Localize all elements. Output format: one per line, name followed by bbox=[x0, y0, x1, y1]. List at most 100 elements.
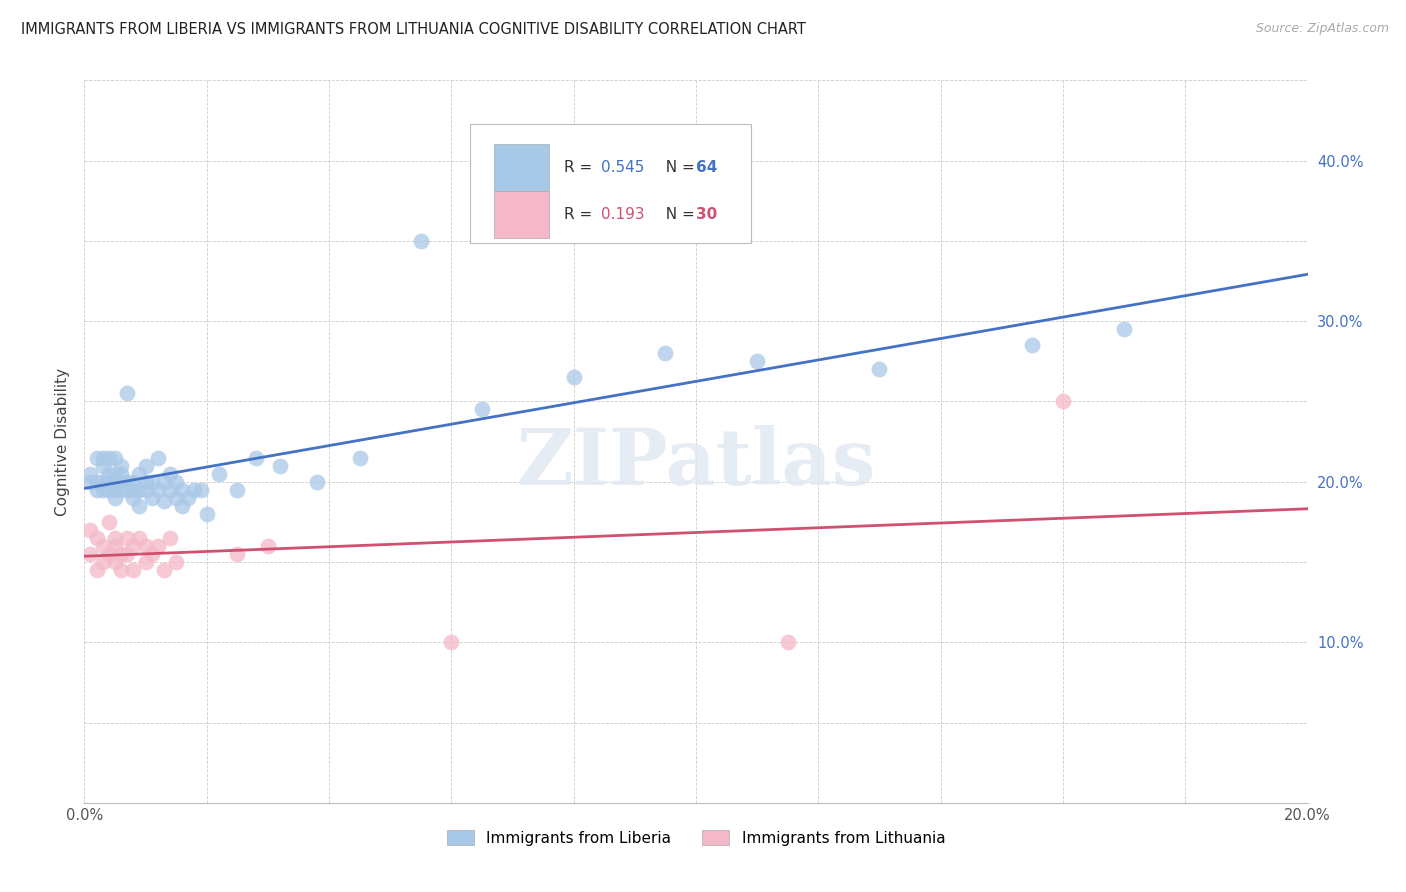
Point bbox=[141, 491, 163, 505]
Point bbox=[128, 531, 150, 545]
Text: 64: 64 bbox=[696, 160, 717, 175]
Point bbox=[165, 491, 187, 505]
Point bbox=[1052, 394, 1074, 409]
Point bbox=[153, 494, 176, 508]
Point bbox=[104, 555, 127, 569]
Point bbox=[122, 563, 145, 577]
FancyBboxPatch shape bbox=[494, 191, 550, 238]
Point bbox=[195, 507, 218, 521]
Point bbox=[86, 475, 108, 489]
Point bbox=[177, 491, 200, 505]
Point bbox=[122, 491, 145, 505]
Point bbox=[104, 491, 127, 505]
Point bbox=[86, 483, 108, 497]
Point bbox=[190, 483, 212, 497]
Text: R =: R = bbox=[564, 207, 602, 222]
Point bbox=[409, 234, 432, 248]
Point bbox=[440, 635, 463, 649]
Text: ZIPatlas: ZIPatlas bbox=[516, 425, 876, 501]
Y-axis label: Cognitive Disability: Cognitive Disability bbox=[55, 368, 70, 516]
Point bbox=[305, 475, 328, 489]
Point bbox=[97, 475, 120, 489]
Text: Source: ZipAtlas.com: Source: ZipAtlas.com bbox=[1256, 22, 1389, 36]
Point bbox=[91, 539, 114, 553]
Point bbox=[135, 555, 157, 569]
Point bbox=[97, 450, 120, 465]
Text: N =: N = bbox=[655, 160, 699, 175]
FancyBboxPatch shape bbox=[470, 124, 751, 243]
Point bbox=[79, 467, 101, 481]
Point bbox=[104, 450, 127, 465]
Point bbox=[146, 483, 169, 497]
Point bbox=[122, 483, 145, 497]
Point bbox=[226, 547, 249, 561]
Point bbox=[747, 354, 769, 368]
FancyBboxPatch shape bbox=[494, 145, 550, 191]
Text: N =: N = bbox=[655, 207, 699, 222]
Point bbox=[79, 547, 101, 561]
Point bbox=[128, 499, 150, 513]
Point bbox=[97, 483, 120, 497]
Point bbox=[349, 450, 371, 465]
Point bbox=[104, 483, 127, 497]
Legend: Immigrants from Liberia, Immigrants from Lithuania: Immigrants from Liberia, Immigrants from… bbox=[447, 830, 945, 846]
Point bbox=[471, 402, 494, 417]
Point bbox=[115, 475, 138, 489]
Point bbox=[159, 483, 181, 497]
Point bbox=[104, 531, 127, 545]
Point bbox=[110, 563, 132, 577]
Point bbox=[86, 450, 108, 465]
Point bbox=[135, 483, 157, 497]
Text: 0.545: 0.545 bbox=[600, 160, 644, 175]
Point bbox=[135, 458, 157, 473]
Point bbox=[91, 555, 114, 569]
Point bbox=[79, 523, 101, 537]
Point bbox=[183, 483, 205, 497]
Point bbox=[153, 563, 176, 577]
Point bbox=[208, 467, 231, 481]
Point bbox=[110, 458, 132, 473]
Point bbox=[110, 547, 132, 561]
Point bbox=[141, 547, 163, 561]
Point bbox=[128, 483, 150, 497]
Point bbox=[97, 547, 120, 561]
Point bbox=[135, 475, 157, 489]
Point bbox=[165, 555, 187, 569]
Point bbox=[104, 475, 127, 489]
Point bbox=[97, 515, 120, 529]
Point bbox=[97, 467, 120, 481]
Point bbox=[172, 483, 194, 497]
Point bbox=[165, 475, 187, 489]
Point bbox=[115, 483, 138, 497]
Point bbox=[257, 539, 280, 553]
Point bbox=[153, 475, 176, 489]
Point bbox=[128, 467, 150, 481]
Point bbox=[146, 450, 169, 465]
Point bbox=[869, 362, 891, 376]
Point bbox=[135, 539, 157, 553]
Text: IMMIGRANTS FROM LIBERIA VS IMMIGRANTS FROM LITHUANIA COGNITIVE DISABILITY CORREL: IMMIGRANTS FROM LIBERIA VS IMMIGRANTS FR… bbox=[21, 22, 806, 37]
Point bbox=[654, 346, 676, 360]
Point bbox=[104, 467, 127, 481]
Text: 30: 30 bbox=[696, 207, 717, 222]
Point bbox=[122, 539, 145, 553]
Point bbox=[115, 547, 138, 561]
Point bbox=[91, 450, 114, 465]
Point bbox=[122, 475, 145, 489]
Point bbox=[115, 386, 138, 401]
Point bbox=[562, 370, 585, 384]
Point bbox=[115, 531, 138, 545]
Point bbox=[146, 539, 169, 553]
Point bbox=[159, 467, 181, 481]
Point bbox=[86, 531, 108, 545]
Point bbox=[91, 458, 114, 473]
Point bbox=[269, 458, 291, 473]
Point bbox=[776, 635, 799, 649]
Point bbox=[141, 475, 163, 489]
Point bbox=[245, 450, 267, 465]
Point bbox=[1021, 338, 1043, 352]
Point bbox=[1114, 322, 1136, 336]
Point bbox=[172, 499, 194, 513]
Point bbox=[79, 475, 101, 489]
Point bbox=[110, 483, 132, 497]
